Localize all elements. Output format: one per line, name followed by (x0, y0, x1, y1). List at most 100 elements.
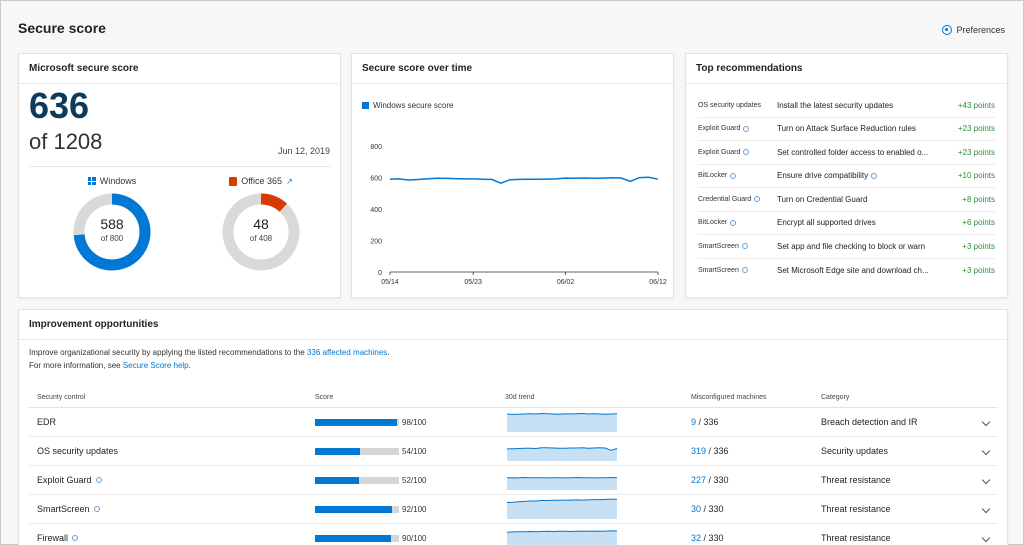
score-value: 92/100 (402, 504, 427, 514)
trend-cell (505, 497, 691, 521)
recommendation-points: +3 points (962, 265, 995, 275)
info-icon[interactable] (743, 149, 750, 156)
recommendation-row[interactable]: Credential Guard Turn on Credential Guard… (698, 188, 995, 212)
trend-sparkline (506, 498, 617, 519)
info-icon[interactable] (730, 172, 737, 179)
table-row[interactable]: OS security updates 54/100 319 / 336 Securi… (29, 437, 997, 466)
misconfigured-link[interactable]: 319 (691, 446, 707, 456)
improvement-opportunities-title: Improvement opportunities (19, 310, 1007, 340)
trend-sparkline (506, 530, 618, 545)
recommendation-text-label: Set controlled folder access to enabled … (777, 147, 929, 157)
table-row[interactable]: EDR 98/100 9 / 336 Breach detection and IR (29, 408, 997, 437)
header-misconfigured[interactable]: Misconfigured machines (691, 394, 767, 401)
preferences-button[interactable]: Preferences (942, 25, 1005, 35)
misconfigured-link[interactable]: 227 (691, 475, 707, 485)
recommendation-text[interactable]: Install the latest security updates (777, 101, 947, 110)
expand-cell (971, 533, 997, 543)
legend-label: Windows secure score (373, 101, 454, 110)
recommendation-text[interactable]: Set Microsoft Edge site and download ch.… (777, 266, 947, 275)
y-tick-label: 0 (378, 270, 382, 277)
info-icon[interactable] (871, 172, 878, 179)
info-icon[interactable] (95, 477, 102, 483)
score-bar-fill (315, 447, 361, 455)
header-category[interactable]: Category (821, 394, 850, 401)
recommendation-text[interactable]: Turn on Attack Surface Reduction rules (777, 124, 947, 133)
recommendation-row[interactable]: OS security updates Install the latest se… (698, 94, 995, 118)
header-trend[interactable]: 30d trend (505, 394, 535, 401)
recommendation-row[interactable]: SmartScreen Set Microsoft Edge site and d… (698, 259, 995, 283)
table-row[interactable]: Firewall 90/100 32 / 330 Threat resistance (29, 524, 997, 545)
trend-sparkline (506, 447, 618, 461)
info-icon[interactable] (93, 506, 100, 512)
x-tick-label: 05/23 (464, 279, 482, 286)
improvement-description: Improve organizational security by apply… (29, 346, 390, 372)
misconfigured-cell: 30 / 330 (691, 504, 821, 514)
recommendation-text[interactable]: Set app and file checking to block or wa… (777, 242, 947, 251)
score-bar-fill (315, 534, 391, 542)
recommendation-row[interactable]: SmartScreen Set app and file checking to … (698, 235, 995, 259)
chevron-down-icon[interactable] (981, 533, 991, 543)
windows-score-panel: Windows 588 of 800 (62, 176, 162, 272)
recommendation-row[interactable]: Exploit Guard Turn on Attack Surface Redu… (698, 118, 995, 141)
security-control-cell: OS security updates (29, 446, 315, 456)
category-cell: Breach detection and IR (821, 417, 918, 427)
misconfigured-link[interactable]: 30 (691, 504, 702, 514)
recommendation-text[interactable]: Turn on Credential Guard (777, 195, 947, 204)
office-label[interactable]: Office 365 (241, 176, 283, 186)
info-icon[interactable] (743, 125, 750, 132)
divider (29, 166, 330, 167)
score-bar (315, 505, 399, 513)
affected-machines-link[interactable]: 336 affected machines (306, 348, 388, 357)
recommendation-row[interactable]: Exploit Guard Set controlled folder acces… (698, 141, 995, 165)
header-security-control[interactable]: Security control (37, 394, 86, 401)
recommendation-points: +23 points (957, 147, 995, 157)
recommendation-text[interactable]: Encrypt all supported drives (777, 218, 947, 227)
top-recommendations-title: Top recommendations (686, 54, 1007, 84)
recommendation-points: +8 points (962, 194, 995, 204)
y-tick-label: 200 (370, 238, 382, 245)
trend-line (506, 498, 617, 503)
recommendation-text-label: Turn on Credential Guard (777, 194, 868, 204)
score-value: 90/100 (402, 533, 427, 543)
recommendation-control-label: BitLocker (698, 172, 728, 180)
recommendation-control-label: Exploit Guard (698, 125, 741, 133)
info-icon[interactable] (741, 243, 748, 250)
chevron-down-icon[interactable] (981, 475, 991, 485)
office-score-donut: 48 of 408 (221, 192, 301, 272)
security-control-cell: SmartScreen (29, 504, 315, 514)
header-score[interactable]: Score (315, 394, 334, 401)
windows-label: Windows (99, 176, 137, 186)
description-suffix: . (387, 348, 390, 357)
external-link-icon[interactable]: ↗ (286, 176, 293, 186)
table-row[interactable]: Exploit Guard 52/100 227 / 330 Threat resis… (29, 466, 997, 495)
top-recommendations-card: Top recommendations OS security updates I… (685, 53, 1008, 298)
recommendation-row[interactable]: BitLocker Encrypt all supported drives +6 … (698, 212, 995, 235)
recommendation-points: +3 points (962, 241, 995, 251)
trend-cell (505, 526, 691, 545)
misconfigured-link[interactable]: 32 (691, 533, 702, 543)
recommendation-points: +10 points (957, 171, 995, 181)
score-value: 98/100 (402, 417, 427, 427)
info-icon[interactable] (72, 535, 79, 541)
score-cell: 52/100 (315, 476, 505, 485)
table-row[interactable]: SmartScreen 92/100 30 / 330 Threat resistan… (29, 495, 997, 524)
chevron-down-icon[interactable] (981, 446, 991, 456)
secure-score-help-link[interactable]: Secure Score help (122, 361, 189, 370)
chevron-down-icon[interactable] (981, 417, 991, 427)
gear-icon (942, 25, 953, 35)
recommendation-text-label: Turn on Attack Surface Reduction rules (777, 124, 916, 134)
table-body: EDR 98/100 9 / 336 Breach detection and IR O… (29, 408, 997, 545)
recommendation-text[interactable]: Ensure drive compatibility (777, 171, 947, 180)
trend-line (506, 412, 618, 415)
misconfigured-link[interactable]: 9 (691, 417, 697, 427)
info-icon[interactable] (754, 196, 761, 203)
recommendation-row[interactable]: BitLocker Ensure drive compatibility +10 p… (698, 165, 995, 188)
recommendation-points: +23 points (957, 124, 995, 134)
recommendation-text[interactable]: Set controlled folder access to enabled … (777, 148, 947, 157)
info-icon[interactable] (730, 219, 737, 226)
score-bar (315, 447, 399, 455)
info-icon[interactable] (741, 267, 748, 274)
recommendation-control: OS security updates (698, 102, 777, 109)
office-score-total: of 408 (249, 234, 273, 243)
chevron-down-icon[interactable] (981, 504, 991, 514)
